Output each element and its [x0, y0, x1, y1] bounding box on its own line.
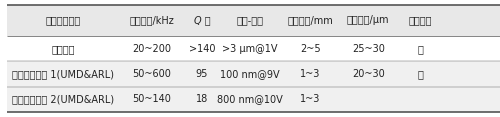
Text: 微马达执行器: 微马达执行器	[46, 15, 80, 26]
Bar	[8, 61, 500, 87]
Text: 国际最新进展 1(UMD&ARL): 国际最新进展 1(UMD&ARL)	[12, 69, 114, 79]
Bar	[8, 5, 500, 36]
Text: 能否集成: 能否集成	[408, 15, 432, 26]
Text: 50~600: 50~600	[132, 69, 171, 79]
Text: 20~30: 20~30	[352, 69, 384, 79]
Text: 100 nm@9V: 100 nm@9V	[220, 69, 280, 79]
Bar	[8, 36, 500, 61]
Text: 20~200: 20~200	[132, 44, 171, 54]
Text: 1~3: 1~3	[300, 94, 320, 104]
Text: 25~30: 25~30	[352, 44, 384, 54]
Text: 定子厚度/μm: 定子厚度/μm	[347, 15, 390, 26]
Text: 否: 否	[417, 69, 423, 79]
Text: 800 nm@10V: 800 nm@10V	[217, 94, 283, 104]
Text: 圆盘直径/mm: 圆盘直径/mm	[288, 15, 334, 26]
Text: >140: >140	[189, 44, 216, 54]
Text: 95: 95	[196, 69, 208, 79]
Text: 谐振频率/kHz: 谐振频率/kHz	[129, 15, 174, 26]
Text: 能: 能	[417, 44, 423, 54]
Text: 18: 18	[196, 94, 208, 104]
Text: 2~5: 2~5	[300, 44, 320, 54]
Text: 50~140: 50~140	[132, 94, 171, 104]
Text: 国际最新进展 2(UMD&ARL): 国际最新进展 2(UMD&ARL)	[12, 94, 114, 104]
Text: >3 μm@1V: >3 μm@1V	[222, 44, 278, 54]
Text: 1~3: 1~3	[300, 69, 320, 79]
Text: Q 値: Q 値	[194, 15, 210, 26]
Text: 位移-电压: 位移-电压	[236, 15, 264, 26]
Text: 自研芯片: 自研芯片	[51, 44, 74, 54]
Bar	[8, 87, 500, 112]
